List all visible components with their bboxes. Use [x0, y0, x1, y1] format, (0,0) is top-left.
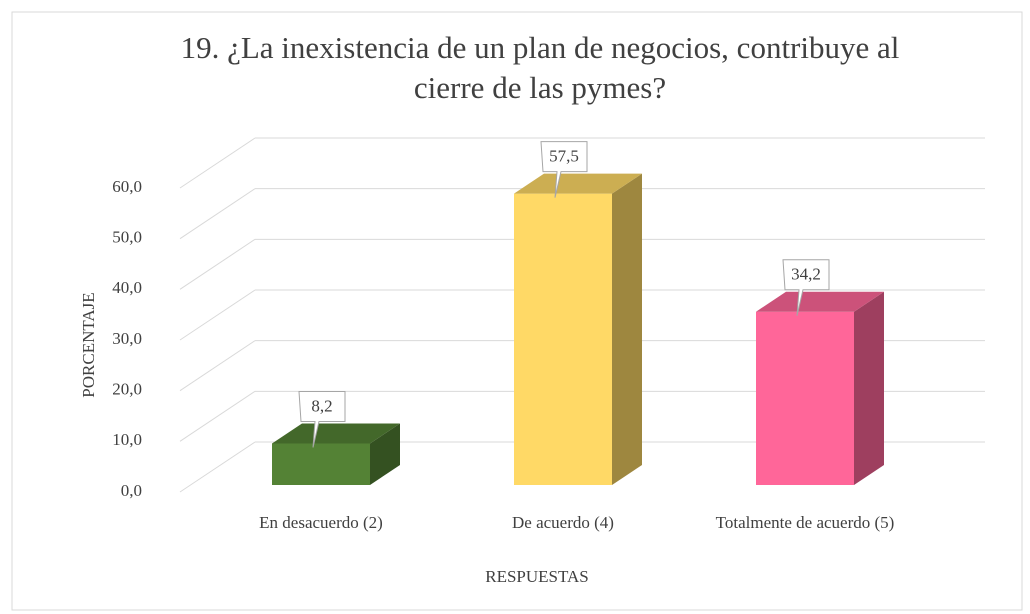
y-tick-label: 40,0 [112, 278, 142, 297]
bar [756, 291, 884, 485]
data-label: 8,2 [311, 396, 332, 415]
y-axis-title: PORCENTAJE [79, 292, 98, 397]
bar-front [272, 443, 370, 485]
y-tick-label: 30,0 [112, 329, 142, 348]
bar [514, 173, 642, 485]
x-tick-label: Totalmente de acuerdo (5) [715, 513, 895, 532]
bar-side [854, 291, 884, 485]
grid-line-side [179, 238, 256, 290]
bar-top [272, 423, 400, 444]
data-label-box [298, 390, 346, 448]
grid-line-side [179, 441, 256, 493]
y-tick-label: 50,0 [112, 228, 142, 247]
bar-front [756, 311, 854, 485]
grid-line-side [179, 188, 256, 240]
y-tick-label: 0,0 [121, 481, 142, 500]
bar-front [514, 193, 612, 485]
grid-line-side [179, 340, 256, 392]
grid-line-side [179, 390, 256, 442]
data-label: 34,2 [791, 265, 821, 284]
y-tick-label: 10,0 [112, 430, 142, 449]
bar-top [756, 291, 884, 312]
grid-line-side [179, 137, 256, 189]
y-tick-label: 60,0 [112, 177, 142, 196]
x-tick-label: En desacuerdo (2) [259, 513, 383, 532]
y-tick-label: 20,0 [112, 380, 142, 399]
bar-top [514, 173, 642, 194]
x-tick-label: De acuerdo (4) [512, 513, 614, 532]
data-label: 57,5 [549, 147, 579, 166]
grid-line-side [179, 289, 256, 341]
data-label-box [540, 141, 588, 198]
bar-side [612, 173, 642, 485]
chart-title: 19. ¿La inexistencia de un plan de negoc… [180, 30, 900, 105]
x-axis-title: RESPUESTAS [485, 567, 589, 586]
bar [272, 423, 400, 485]
bar-side [370, 423, 400, 485]
data-label-box [782, 259, 830, 316]
